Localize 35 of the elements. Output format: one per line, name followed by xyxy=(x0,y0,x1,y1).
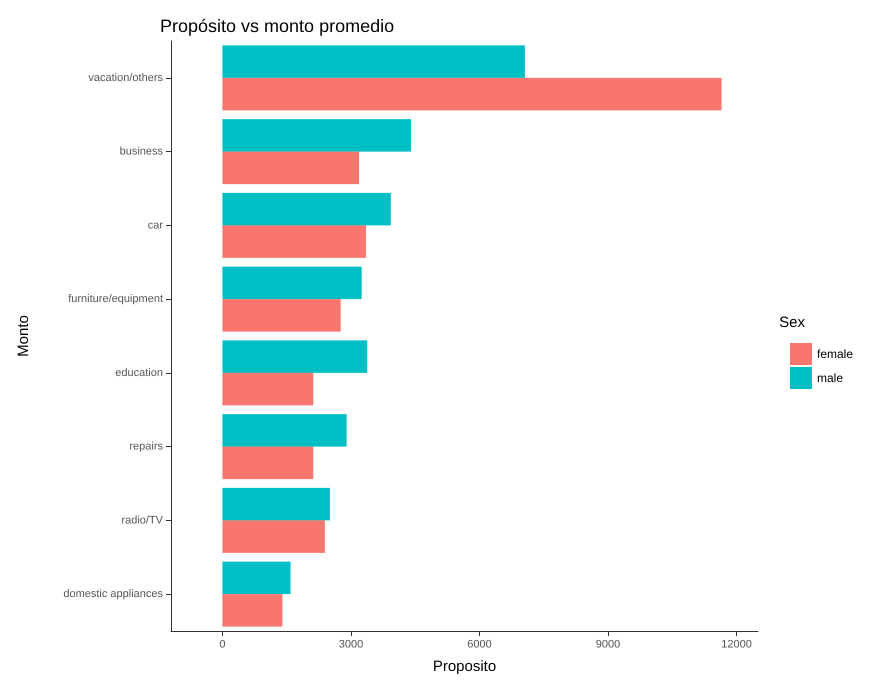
legend-label: female xyxy=(816,347,854,361)
y-tick-label: education xyxy=(115,366,163,379)
bar xyxy=(222,446,314,480)
chart-title: Propósito vs monto promedio xyxy=(160,16,394,36)
y-tick-label: business xyxy=(120,146,164,158)
x-tick-label: 6000 xyxy=(467,638,492,650)
x-tick-label: 12000 xyxy=(721,638,752,650)
bar xyxy=(222,372,314,406)
y-tick-label: vacation/others xyxy=(88,72,164,84)
y-tick-label: repairs xyxy=(129,440,164,453)
legend-label: male xyxy=(816,371,844,385)
bar xyxy=(222,45,525,78)
legend-title: Sex xyxy=(779,314,806,331)
bar xyxy=(222,78,722,110)
bar xyxy=(222,299,341,332)
x-tick-label: 9000 xyxy=(596,638,620,650)
bar xyxy=(222,520,325,553)
bar xyxy=(222,266,362,300)
bar xyxy=(222,192,391,226)
y-tick-label: car xyxy=(148,219,164,232)
bar xyxy=(222,562,291,594)
bar xyxy=(222,488,330,520)
y-axis-title: Monto xyxy=(15,315,32,357)
bar xyxy=(222,594,282,627)
y-tick-label: domestic appliances xyxy=(63,588,164,600)
bar xyxy=(222,340,368,373)
y-tick-label: radio/TV xyxy=(121,514,164,526)
bar xyxy=(222,152,360,184)
bar xyxy=(222,414,347,447)
x-tick-label: 3000 xyxy=(338,638,364,650)
y-tick-label: furniture/equipment xyxy=(68,293,163,306)
x-axis-title: Proposito xyxy=(432,658,496,675)
x-tick-label: 0 xyxy=(219,638,226,650)
bar xyxy=(222,225,366,258)
bar xyxy=(222,119,411,152)
